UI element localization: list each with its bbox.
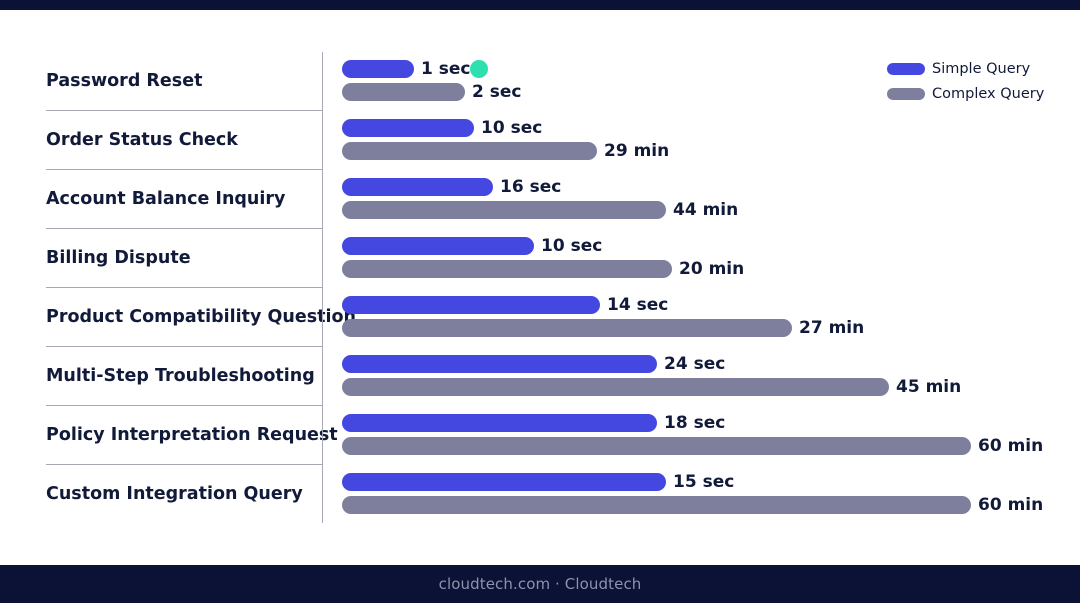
row-separator bbox=[46, 405, 322, 406]
legend-swatch-complex bbox=[887, 87, 925, 100]
legend-item-complex: Complex Query bbox=[887, 81, 1044, 106]
bar-simple bbox=[342, 119, 474, 137]
highlight-dot bbox=[470, 60, 488, 78]
value-label-simple: 16 sec bbox=[500, 177, 562, 197]
row-separator bbox=[46, 110, 322, 111]
bar-simple bbox=[342, 178, 493, 196]
value-label-simple: 10 sec bbox=[481, 118, 543, 138]
bar-complex bbox=[342, 496, 971, 514]
row-separator bbox=[46, 464, 322, 465]
category-label: Order Status Check bbox=[46, 130, 238, 150]
legend-label-complex: Complex Query bbox=[932, 85, 1045, 102]
bar-simple bbox=[342, 237, 534, 255]
bar-simple bbox=[342, 296, 600, 314]
value-label-simple: 14 sec bbox=[607, 295, 669, 315]
value-label-complex: 44 min bbox=[673, 200, 739, 220]
value-label-complex: 60 min bbox=[978, 495, 1044, 515]
value-label-complex: 45 min bbox=[896, 377, 962, 397]
legend-label-simple: Simple Query bbox=[932, 60, 1031, 77]
bar-complex bbox=[342, 319, 792, 337]
category-label: Billing Dispute bbox=[46, 248, 191, 268]
value-label-complex: 29 min bbox=[604, 141, 670, 161]
bar-complex bbox=[342, 201, 666, 219]
value-label-simple: 10 sec bbox=[541, 236, 603, 256]
legend-swatch-simple bbox=[887, 62, 925, 75]
value-label-complex: 20 min bbox=[679, 259, 745, 279]
top-bar bbox=[0, 0, 1080, 10]
bar-complex bbox=[342, 83, 465, 101]
value-label-complex: 60 min bbox=[978, 436, 1044, 456]
row-separator bbox=[46, 287, 322, 288]
row-separator bbox=[46, 228, 322, 229]
value-label-simple: 18 sec bbox=[664, 413, 726, 433]
value-label-simple: 1 sec bbox=[421, 59, 471, 79]
legend: Simple Query Complex Query bbox=[887, 56, 1044, 106]
bar-complex bbox=[342, 260, 672, 278]
category-label: Password Reset bbox=[46, 71, 203, 91]
footer-text: cloudtech.com · Cloudtech bbox=[438, 575, 642, 593]
category-label: Policy Interpretation Request bbox=[46, 425, 338, 445]
category-label: Product Compatibility Question bbox=[46, 307, 356, 327]
chart: Password Reset 1 sec 2 sec Order Status Che… bbox=[46, 52, 1044, 523]
category-label: Multi-Step Troubleshooting bbox=[46, 366, 315, 386]
bar-complex bbox=[342, 378, 889, 396]
value-label-complex: 2 sec bbox=[472, 82, 522, 102]
bar-simple bbox=[342, 60, 414, 78]
category-label: Account Balance Inquiry bbox=[46, 189, 286, 209]
row-separator bbox=[46, 346, 322, 347]
bar-complex bbox=[342, 142, 597, 160]
bar-complex bbox=[342, 437, 971, 455]
value-label-simple: 15 sec bbox=[673, 472, 735, 492]
bar-simple bbox=[342, 355, 657, 373]
footer: cloudtech.com · Cloudtech bbox=[0, 565, 1080, 603]
value-label-complex: 27 min bbox=[799, 318, 865, 338]
bar-simple bbox=[342, 473, 666, 491]
row-separator bbox=[46, 169, 322, 170]
legend-item-simple: Simple Query bbox=[887, 56, 1044, 81]
value-label-simple: 24 sec bbox=[664, 354, 726, 374]
axis-line bbox=[322, 52, 323, 523]
category-label: Custom Integration Query bbox=[46, 484, 303, 504]
bar-simple bbox=[342, 414, 657, 432]
